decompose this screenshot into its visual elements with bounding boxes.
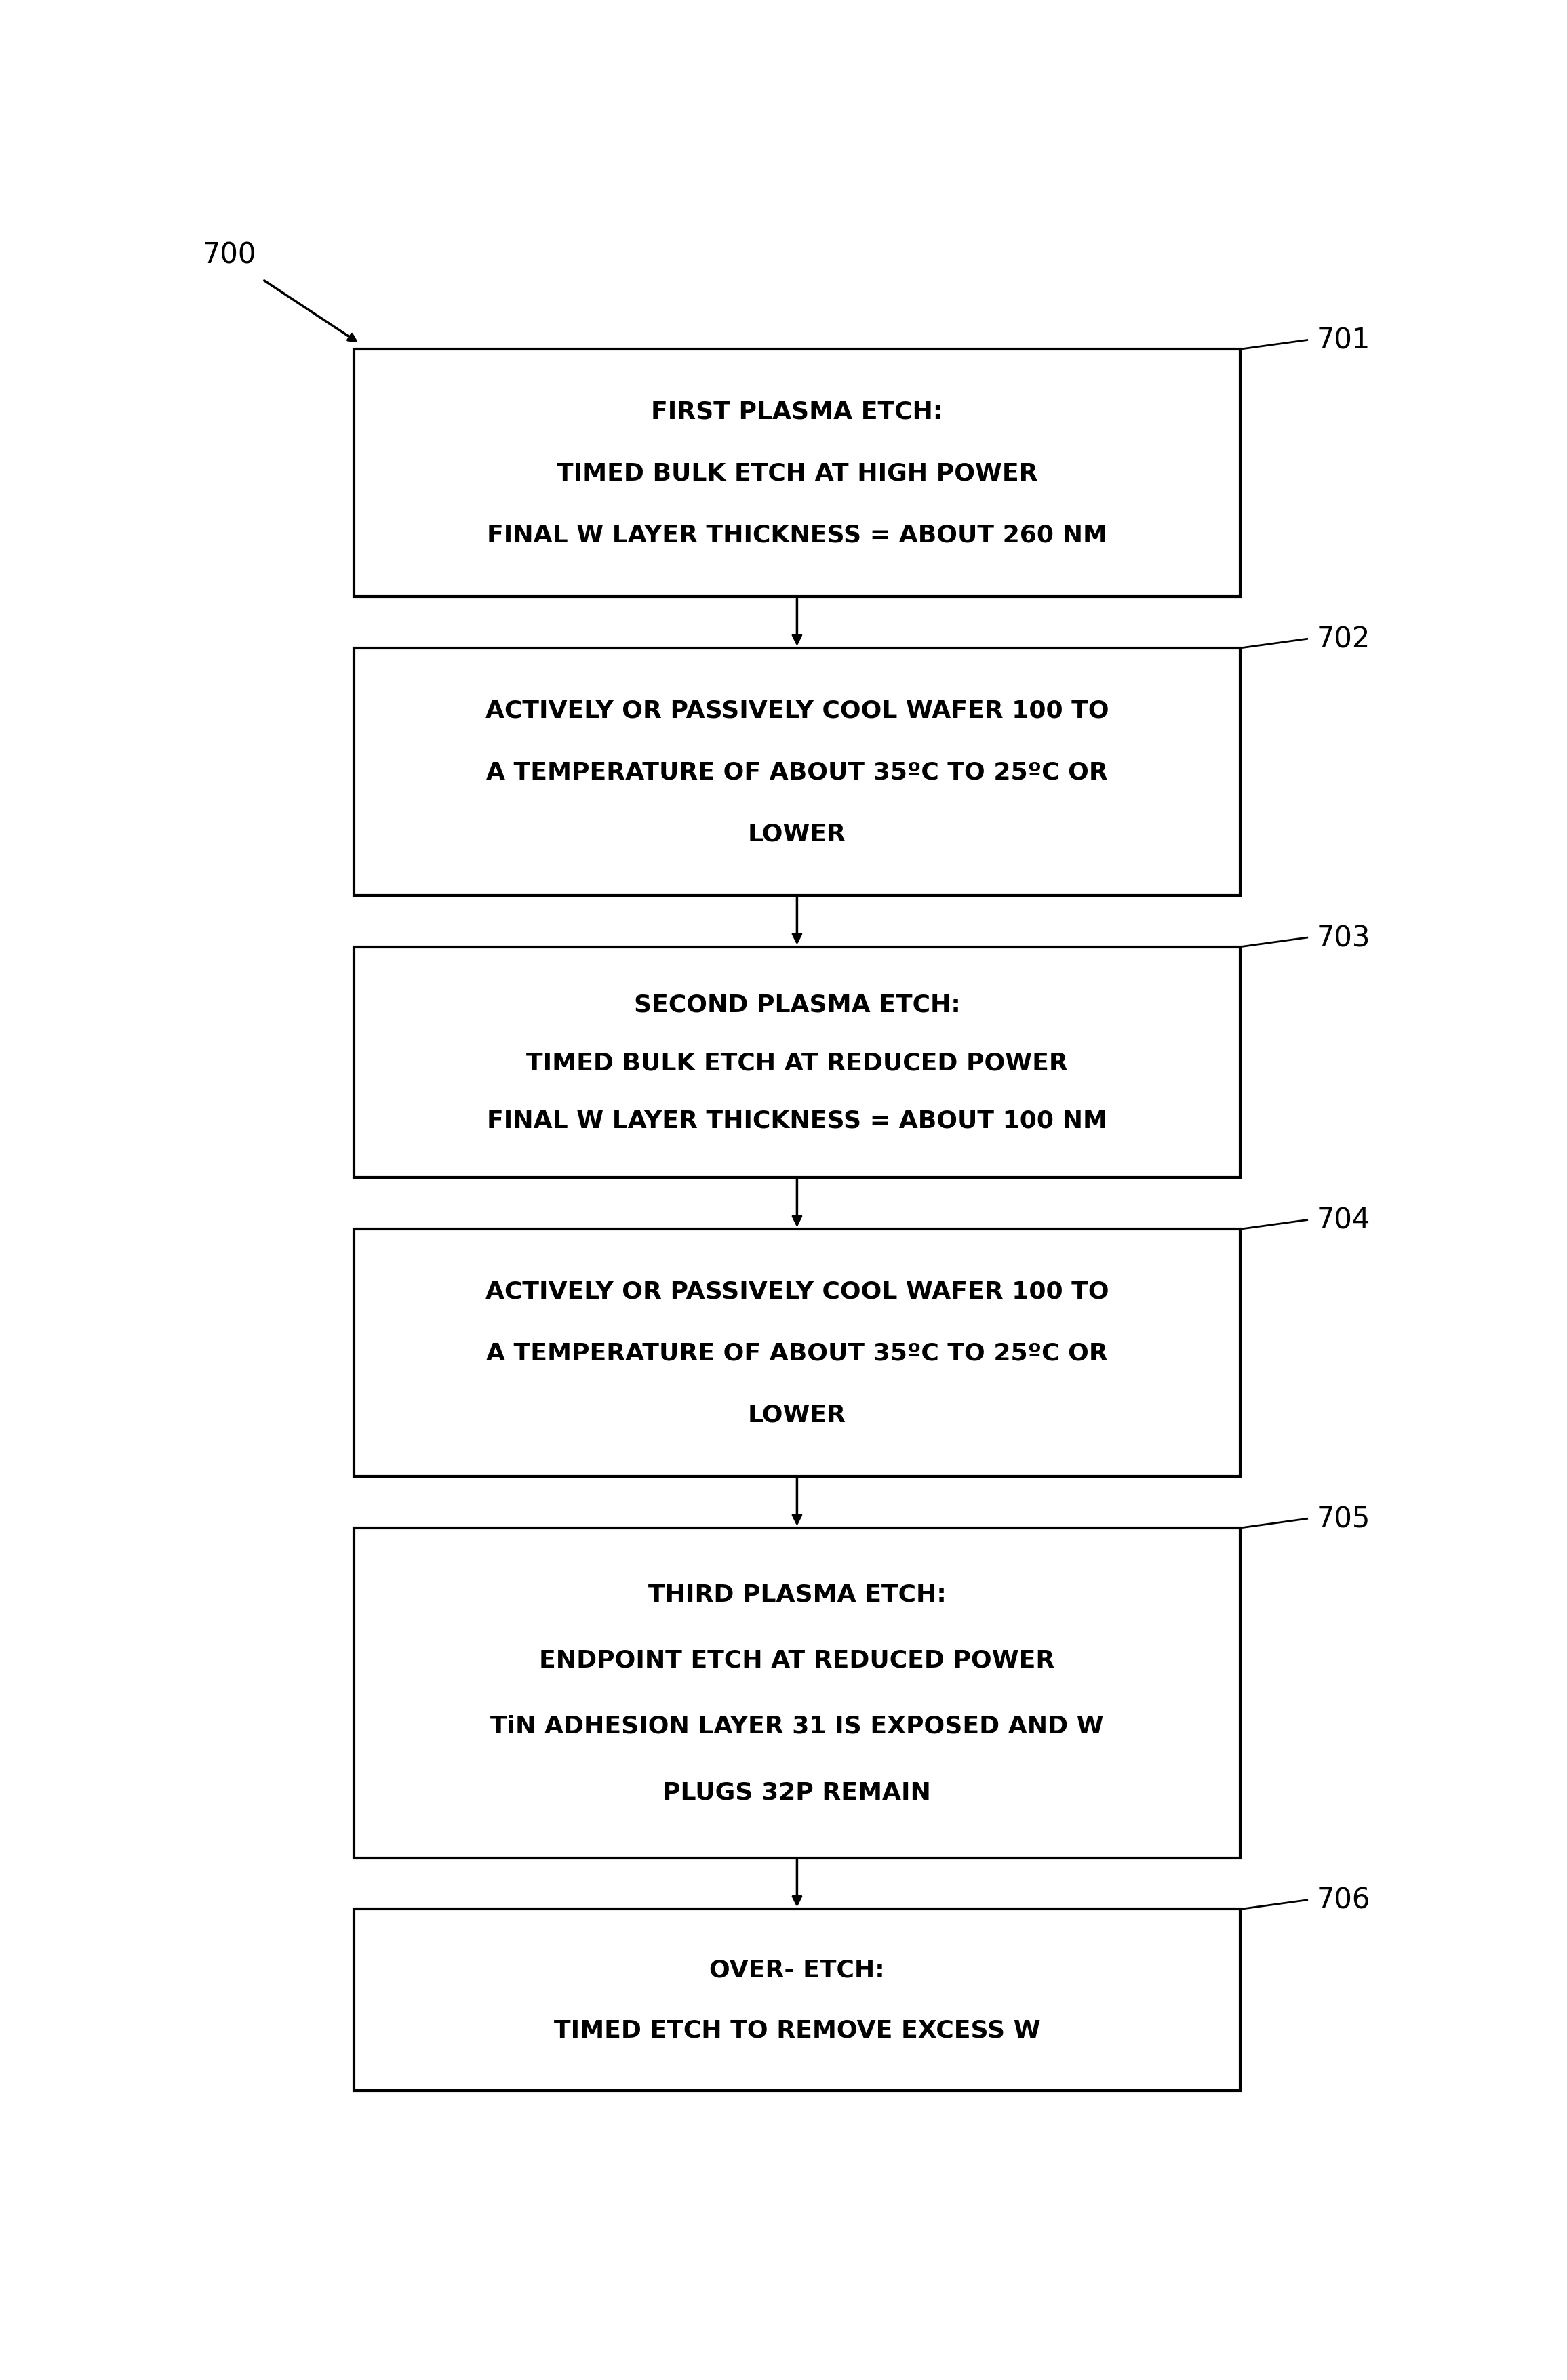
Text: LOWER: LOWER — [747, 823, 846, 845]
Text: SECOND PLASMA ETCH:: SECOND PLASMA ETCH: — [633, 992, 961, 1016]
Text: PLUGS 32P REMAIN: PLUGS 32P REMAIN — [663, 1780, 931, 1804]
Text: A TEMPERATURE OF ABOUT 35ºC TO 25ºC OR: A TEMPERATURE OF ABOUT 35ºC TO 25ºC OR — [486, 762, 1108, 783]
Bar — [354, 647, 1241, 895]
Text: 704: 704 — [1316, 1207, 1371, 1235]
Text: ENDPOINT ETCH AT REDUCED POWER: ENDPOINT ETCH AT REDUCED POWER — [539, 1649, 1055, 1671]
Bar — [354, 1528, 1241, 1859]
Text: ACTIVELY OR PASSIVELY COOL WAFER 100 TO: ACTIVELY OR PASSIVELY COOL WAFER 100 TO — [486, 1280, 1109, 1302]
Text: 705: 705 — [1316, 1504, 1371, 1533]
Text: TiN ADHESION LAYER 31 IS EXPOSED AND W: TiN ADHESION LAYER 31 IS EXPOSED AND W — [490, 1714, 1103, 1737]
Text: THIRD PLASMA ETCH:: THIRD PLASMA ETCH: — [647, 1583, 946, 1607]
Text: 700: 700 — [202, 240, 257, 269]
Text: A TEMPERATURE OF ABOUT 35ºC TO 25ºC OR: A TEMPERATURE OF ABOUT 35ºC TO 25ºC OR — [486, 1342, 1108, 1364]
Text: FIRST PLASMA ETCH:: FIRST PLASMA ETCH: — [652, 400, 943, 424]
Bar — [354, 350, 1241, 597]
Text: FINAL W LAYER THICKNESS = ABOUT 260 NM: FINAL W LAYER THICKNESS = ABOUT 260 NM — [487, 524, 1108, 547]
Text: 706: 706 — [1316, 1885, 1371, 1914]
Text: OVER- ETCH:: OVER- ETCH: — [710, 1959, 885, 1980]
Text: FINAL W LAYER THICKNESS = ABOUT 100 NM: FINAL W LAYER THICKNESS = ABOUT 100 NM — [487, 1109, 1108, 1133]
Text: 702: 702 — [1316, 626, 1371, 655]
Text: TIMED BULK ETCH AT REDUCED POWER: TIMED BULK ETCH AT REDUCED POWER — [527, 1052, 1067, 1073]
Text: 701: 701 — [1316, 326, 1371, 355]
Text: 703: 703 — [1316, 923, 1371, 952]
Text: LOWER: LOWER — [747, 1404, 846, 1426]
Text: TIMED BULK ETCH AT HIGH POWER: TIMED BULK ETCH AT HIGH POWER — [556, 462, 1037, 486]
Bar — [354, 1230, 1241, 1476]
Bar — [354, 947, 1241, 1178]
Bar — [354, 1909, 1241, 2090]
Text: TIMED ETCH TO REMOVE EXCESS W: TIMED ETCH TO REMOVE EXCESS W — [553, 2018, 1040, 2042]
Text: ACTIVELY OR PASSIVELY COOL WAFER 100 TO: ACTIVELY OR PASSIVELY COOL WAFER 100 TO — [486, 700, 1109, 721]
